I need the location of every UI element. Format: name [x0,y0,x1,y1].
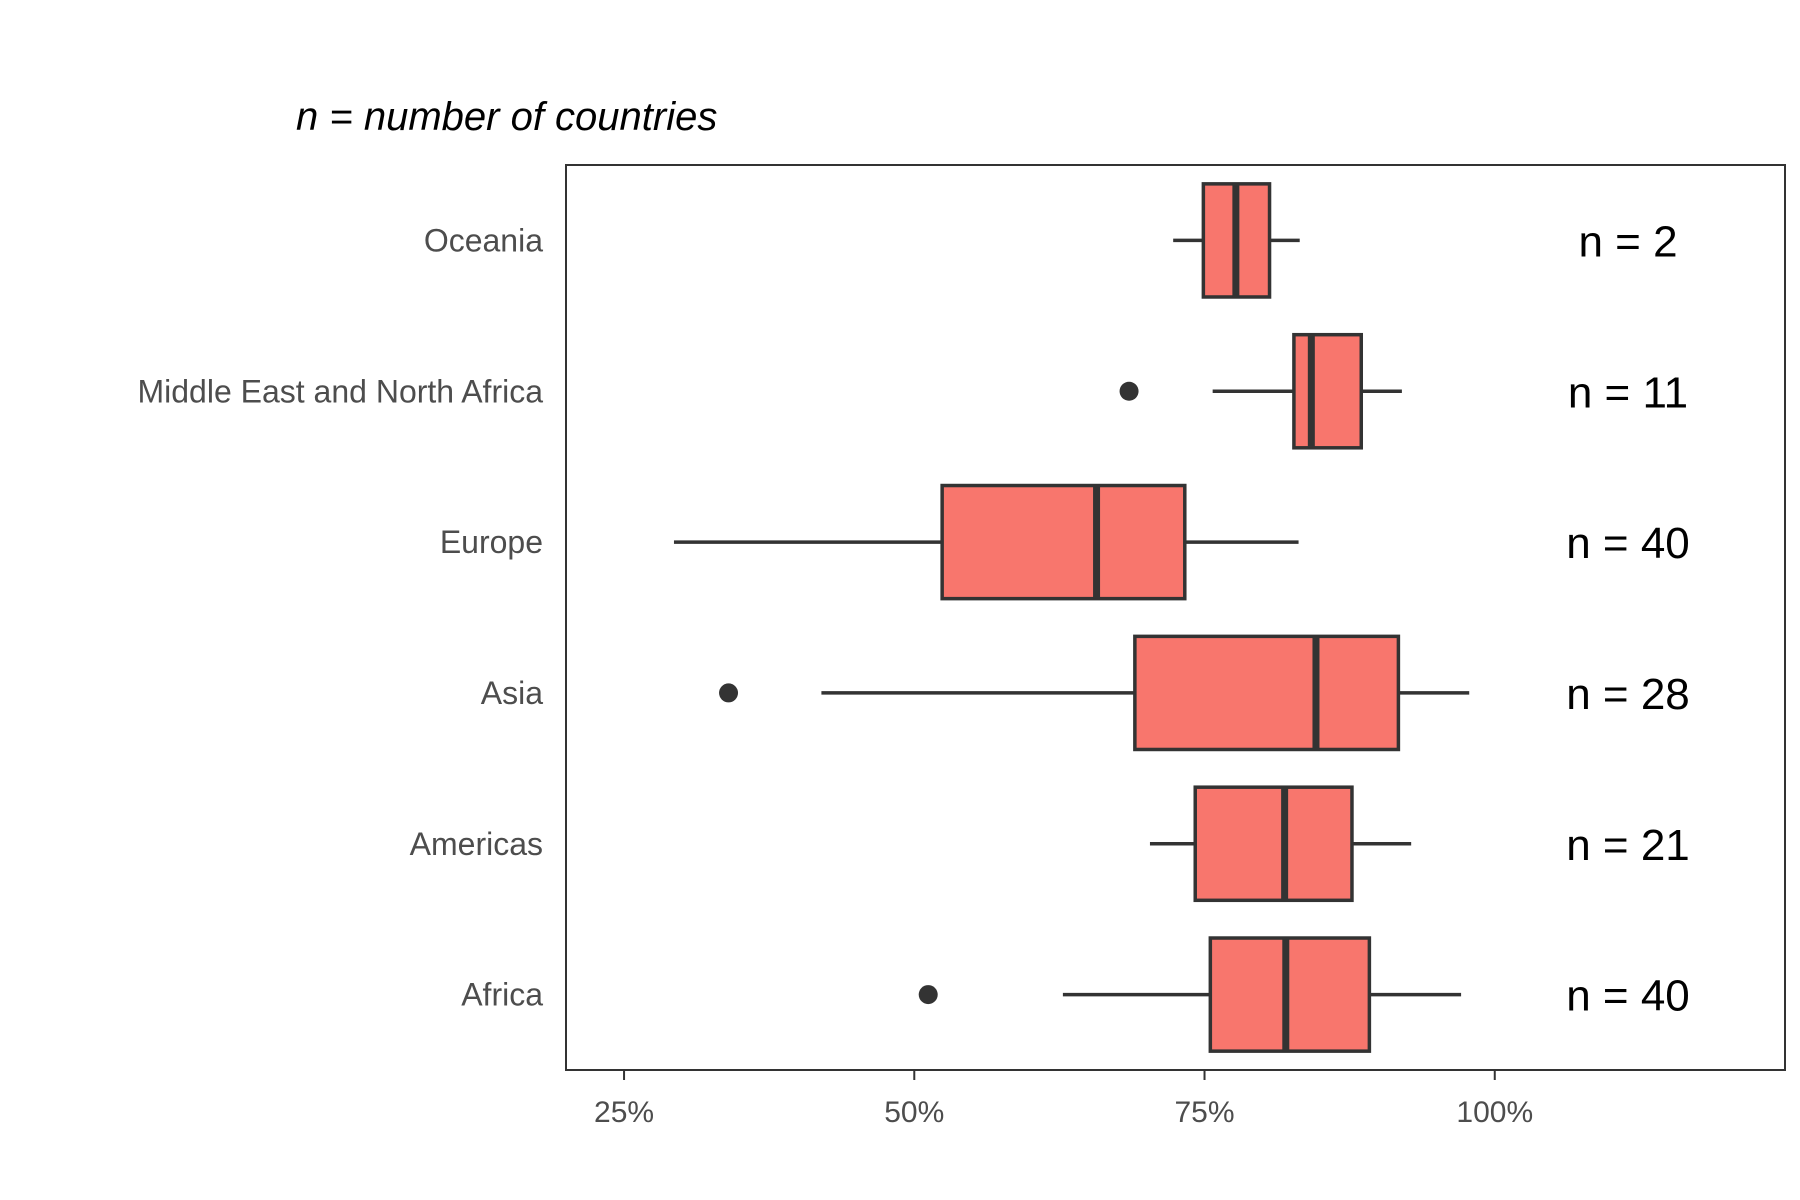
category-label-europe: Europe [440,524,543,560]
outlier-africa [918,985,938,1005]
box-europe [940,483,1187,601]
box-americas [1193,785,1354,903]
box-middle-east-and-north-africa [1292,332,1364,450]
box-group: Oceania n = 2 Middle East and North Africa… [137,182,1690,1053]
x-tick-label: 50% [884,1096,944,1129]
x-tick-label: 75% [1175,1096,1235,1129]
n-label-europe: n = 40 [1566,519,1690,568]
outlier-middle-east-and-north-africa [1119,381,1139,401]
n-label-asia: n = 28 [1566,670,1690,719]
category-label-middle-east-and-north-africa: Middle East and North Africa [137,373,543,409]
n-label-americas: n = 21 [1566,821,1690,870]
n-label-oceania: n = 2 [1578,217,1677,266]
n-label-middle-east-and-north-africa: n = 11 [1568,368,1688,417]
outlier-asia [719,683,739,703]
x-axis: 25% 50% 75% 100% [594,1070,1533,1129]
x-tick-label: 25% [594,1096,654,1129]
category-label-africa: Africa [461,977,543,1013]
x-tick-label: 100% [1456,1096,1533,1129]
plot-panel-border [565,164,1786,1071]
n-label-africa: n = 40 [1566,972,1690,1021]
category-label-asia: Asia [481,675,543,711]
category-label-americas: Americas [410,826,543,862]
chart-subtitle: n = number of countries [296,95,717,139]
category-label-oceania: Oceania [424,222,543,258]
box-africa [1208,936,1372,1053]
box-asia [1133,634,1401,752]
